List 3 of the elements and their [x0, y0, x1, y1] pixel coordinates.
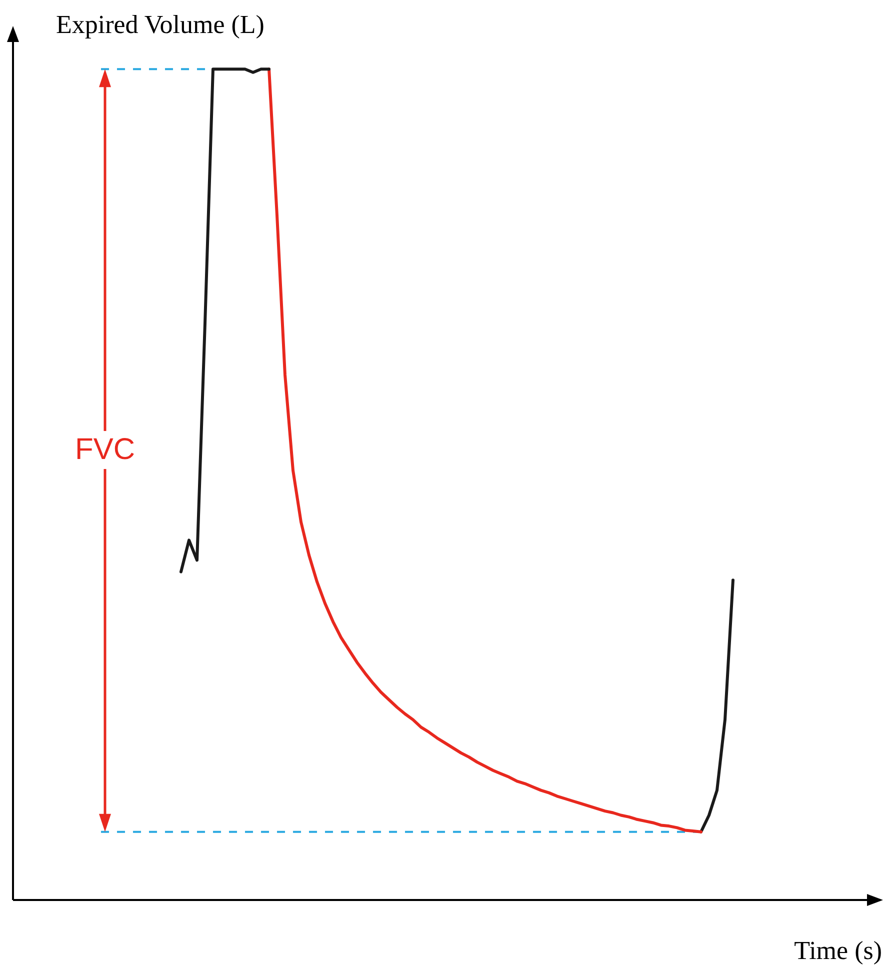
x-axis-title: Time (s) — [794, 936, 882, 966]
y-axis-title: Expired Volume (L) — [56, 10, 264, 40]
annotation: FVC — [75, 431, 135, 470]
